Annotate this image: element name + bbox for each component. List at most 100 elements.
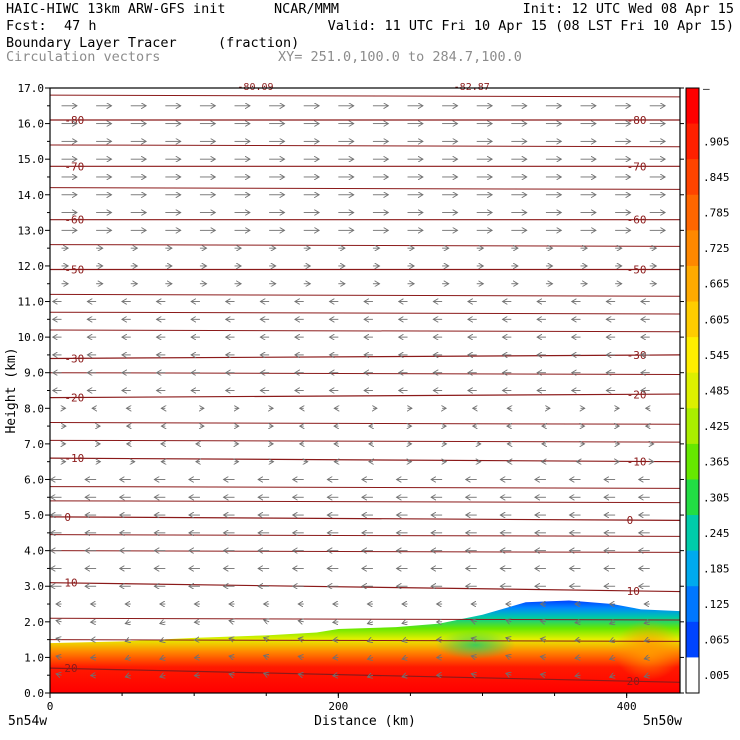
circulation-vector [125, 622, 131, 624]
circulation-vector [610, 675, 616, 677]
isotherm [49, 329, 681, 333]
isotherm [49, 667, 681, 683]
circulation-vector [264, 620, 270, 622]
isotherm-label: -70 [64, 160, 84, 173]
circulation-vector [367, 675, 373, 677]
y-tick-label: 15.0 [18, 153, 45, 166]
y-tick-label: 16.0 [18, 118, 45, 131]
model-title: HAIC-HIWC 13km ARW-GFS init [6, 1, 226, 17]
circulation-vector [506, 638, 512, 640]
isotherm-label: -70 [627, 160, 647, 173]
circulation-vector [644, 675, 650, 677]
circulation-vector [575, 675, 581, 676]
circulation-vector [125, 657, 131, 659]
boundary-layer-field [50, 600, 680, 693]
circulation-vector [506, 673, 512, 675]
isotherm-label: -30 [627, 349, 647, 362]
y-tick-label: 13.0 [18, 224, 45, 237]
isotherm-label: -30 [64, 352, 84, 365]
isotherm-label: -20 [64, 392, 84, 405]
circulation-vector [367, 622, 373, 624]
y-tick-label: 3.0 [24, 580, 44, 593]
circulation-vector [644, 640, 650, 642]
org-label: NCAR/MMM [274, 1, 340, 17]
circulation-vector [229, 621, 235, 622]
y-tick-label: 0.0 [24, 687, 44, 700]
circulation-vector [575, 640, 581, 641]
isotherm-label: -60 [64, 214, 84, 227]
circulation-vector [471, 620, 477, 621]
circulation-vector [333, 622, 339, 623]
colorbar-label: .725 [703, 242, 730, 255]
y-tick-label: 14.0 [18, 189, 45, 202]
isotherm [49, 582, 681, 593]
circulation-vector [298, 638, 304, 639]
circulation-vector [298, 674, 304, 675]
isotherm [49, 457, 681, 463]
isotherm-label: 10 [627, 585, 640, 598]
y-tick-label: 8.0 [24, 402, 44, 415]
colorbar-segment [686, 550, 699, 587]
circulation-vector [540, 657, 547, 658]
colorbar-label: .125 [703, 598, 730, 611]
circulation-vector [229, 638, 235, 639]
contour-label: -80.09 [237, 82, 273, 93]
circulation-vector [402, 657, 408, 659]
isotherm-label: 0 [64, 511, 71, 524]
circulation-vector [402, 675, 408, 677]
isotherm [49, 439, 681, 443]
x-tick-label: 200 [328, 700, 348, 713]
circulation-vector [575, 657, 581, 658]
isotherm [49, 516, 681, 521]
isotherm [49, 393, 681, 399]
circulation-vector [229, 656, 235, 657]
circulation-vector [56, 638, 62, 639]
circulation-vector [610, 622, 616, 624]
left-endpoint-label: 5n54w [8, 714, 47, 729]
circulation-vector [367, 657, 373, 659]
colorbar-segment [686, 621, 699, 658]
circulation-vector [125, 675, 131, 677]
colorbar-label: .665 [703, 278, 730, 291]
circulation-vector [56, 674, 62, 675]
colorbar-segment [686, 408, 699, 445]
x-axis-label: Distance (km) [314, 714, 416, 729]
init-time: Init: 12 UTC Wed 08 Apr 15 [522, 1, 734, 17]
isotherm-label: 10 [64, 577, 77, 590]
isotherm [49, 293, 681, 297]
colorbar-segment [686, 479, 699, 516]
circulation-vector [610, 640, 616, 642]
isotherm [49, 486, 681, 489]
colorbar-label: .245 [703, 527, 730, 540]
colorbar-segment [686, 194, 699, 231]
circulation-vector [229, 674, 235, 675]
colorbar-label: .425 [703, 420, 730, 433]
colorbar-label: .545 [703, 349, 730, 362]
circulation-vector [402, 640, 408, 642]
colorbar-segment [686, 372, 699, 409]
y-axis-label: Height (km) [4, 347, 19, 433]
circulation-vector [56, 620, 62, 621]
circulation-vector [471, 674, 477, 675]
colorbar-segment [686, 586, 699, 623]
isotherm-label: -80 [64, 114, 84, 127]
colorbar-label: .785 [703, 207, 730, 220]
isotherm [49, 187, 681, 190]
circulation-vector [540, 639, 547, 640]
circulation-vector [471, 656, 477, 657]
y-tick-label: 11.0 [18, 296, 45, 309]
circulation-vector [264, 673, 270, 675]
isotherm-label: -50 [627, 264, 647, 277]
colorbar-segment [686, 123, 699, 160]
y-tick-label: 4.0 [24, 545, 44, 558]
colorbar-label: .605 [703, 313, 730, 326]
forecast-hours: 47 h [64, 18, 97, 34]
circulation-vector [471, 638, 477, 639]
colorbar-label: .305 [703, 491, 730, 504]
y-tick-label: 12.0 [18, 260, 45, 273]
isotherm-label: -10 [64, 452, 84, 465]
field-name: Boundary Layer Tracer [6, 35, 177, 51]
colorbar-label: .905 [703, 135, 730, 148]
x-tick-label: 400 [617, 700, 637, 713]
circulation-vector [160, 657, 166, 659]
